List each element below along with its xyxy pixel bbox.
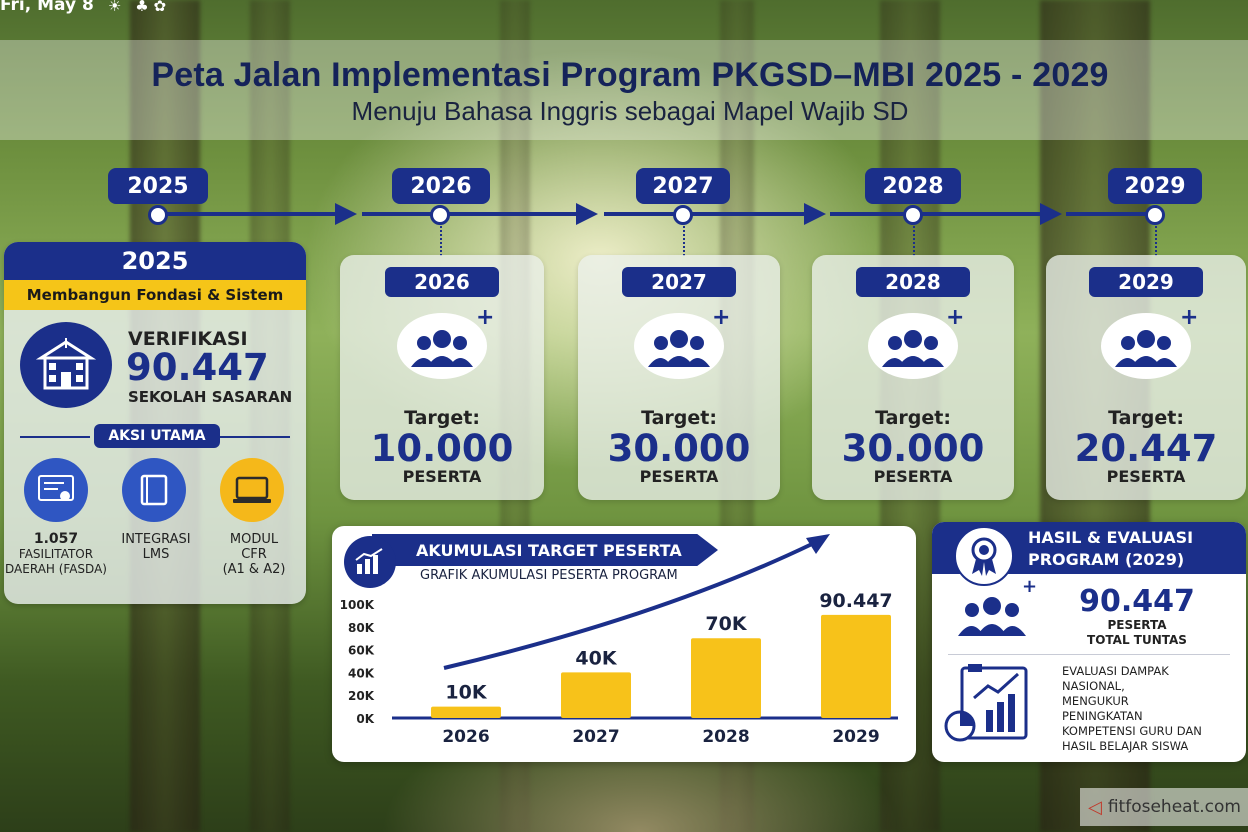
card-2026: 2026 + Target: 10.000 PESERTA	[340, 255, 544, 500]
timeline-label-2027: 2027	[636, 168, 730, 204]
card-year: 2026	[385, 267, 499, 297]
y-tick-label: 80K	[348, 621, 375, 635]
plus-icon: +	[946, 305, 965, 330]
target-value: 30.000	[607, 427, 751, 470]
timeline-label-2029: 2029	[1108, 168, 1202, 204]
certificate-icon	[24, 458, 88, 522]
page-title: Peta Jalan Implementasi Program PKGSD–MB…	[151, 56, 1109, 94]
x-tick-label: 2029	[832, 727, 879, 747]
target-unit: PESERTA	[639, 467, 719, 486]
x-tick-label: 2027	[572, 727, 619, 747]
laptop-icon	[220, 458, 284, 522]
sun-icon: ☀	[107, 0, 122, 15]
target-value: 10.000	[370, 427, 514, 470]
results-title-line2: PROGRAM (2029)	[1028, 550, 1185, 569]
y-tick-label: 20K	[348, 689, 375, 703]
card-year: 2028	[856, 267, 970, 297]
people-icon	[952, 588, 1032, 648]
y-tick-label: 100K	[340, 598, 375, 612]
bar-value-label: 70K	[705, 613, 747, 635]
verification-value: 90.447	[126, 346, 269, 389]
bar-value-label: 90.447	[819, 590, 892, 612]
status-icons: ♣ ✿	[135, 0, 167, 15]
page-subtitle: Menuju Bahasa Inggris sebagai Mapel Waji…	[351, 96, 909, 126]
target-unit: PESERTA	[1106, 467, 1186, 486]
timeline-label-2026: 2026	[392, 168, 490, 204]
card-year: 2029	[1089, 267, 1203, 297]
target-unit: PESERTA	[402, 467, 482, 486]
timeline-dot	[673, 205, 693, 225]
card-2025: 2025 Membangun Fondasi & Sistem VERIFIKA…	[4, 242, 306, 604]
action-fasilitator: 1.057 FASILITATOR DAERAH (FASDA)	[5, 531, 107, 577]
evaluation-text: EVALUASI DAMPAK NASIONAL, MENGUKUR PENIN…	[1062, 664, 1202, 753]
target-value: 20.447	[1074, 427, 1218, 470]
card-2025-theme: Membangun Fondasi & Sistem	[4, 280, 306, 310]
card-2028: 2028 + Target: 30.000 PESERTA	[812, 255, 1014, 500]
plus-icon: +	[712, 305, 731, 330]
watermark-arrow-icon: ◁	[1088, 796, 1102, 818]
timeline-dot	[148, 205, 168, 225]
card-2029: 2029 + Target: 20.447 PESERTA	[1046, 255, 1246, 500]
timeline-dot	[1145, 205, 1165, 225]
status-bar: Fri, May 8 ☀ ♣ ✿	[0, 0, 166, 20]
people-icon	[1101, 313, 1191, 379]
card-year: 2027	[622, 267, 736, 297]
timeline-label-2025: 2025	[108, 168, 208, 204]
trend-arrow-line	[443, 542, 813, 670]
chart-panel: AKUMULASI TARGET PESERTA GRAFIK AKUMULAS…	[332, 526, 916, 762]
verification-label: VERIFIKASI	[128, 328, 248, 350]
people-icon	[868, 313, 958, 379]
accumulation-chart: 100K 80K 60K 40K 20K 0K 10K 2026 40K 2027 70K 2028 9…	[340, 534, 898, 747]
results-title-line1: HASIL & EVALUASI	[1028, 528, 1194, 547]
bar-2026	[431, 706, 501, 718]
people-icon	[397, 313, 487, 379]
header-band	[0, 40, 1248, 140]
action-lms: INTEGRASI LMS	[121, 532, 191, 562]
timeline-dot	[430, 205, 450, 225]
chart-subheader: GRAFIK AKUMULASI PESERTA PROGRAM	[420, 568, 678, 583]
plus-icon: +	[1180, 305, 1199, 330]
results-unit-line1: PESERTA	[1107, 618, 1167, 632]
bar-2029	[821, 614, 891, 718]
verification-unit: SEKOLAH SASARAN	[128, 388, 293, 406]
school-icon	[20, 322, 112, 408]
award-icon	[954, 526, 1014, 586]
x-tick-label: 2028	[702, 727, 749, 747]
card-2027: 2027 + Target: 30.000 PESERTA	[578, 255, 780, 500]
y-tick-label: 0K	[356, 712, 374, 726]
people-icon	[634, 313, 724, 379]
evaluation-icon	[944, 664, 1036, 746]
bar-2028	[691, 638, 761, 718]
results-unit-line2: TOTAL TUNTAS	[1087, 633, 1187, 647]
timeline-label-2028: 2028	[865, 168, 961, 204]
actions-title: AKSI UTAMA	[94, 424, 220, 448]
growth-chart-icon	[344, 536, 396, 588]
results-value: 90.447	[1079, 584, 1195, 619]
y-tick-label: 40K	[348, 666, 375, 680]
x-tick-label: 2026	[442, 727, 489, 747]
watermark-text: fitfoseheat.com	[1107, 797, 1241, 817]
bar-value-label: 10K	[445, 682, 487, 704]
status-date: Fri, May 8	[0, 0, 94, 15]
plus-icon: +	[1022, 576, 1038, 597]
results-panel: HASIL & EVALUASI PROGRAM (2029) + 90.447…	[932, 522, 1246, 762]
trend-arrow-head	[806, 534, 830, 554]
book-icon	[122, 458, 186, 522]
bar-value-label: 40K	[575, 647, 617, 669]
target-value: 30.000	[841, 427, 985, 470]
y-tick-label: 60K	[348, 644, 375, 658]
target-label: Target:	[1108, 407, 1184, 429]
target-label: Target:	[641, 407, 717, 429]
timeline-dot	[903, 205, 923, 225]
target-label: Target:	[875, 407, 951, 429]
plus-icon: +	[476, 305, 495, 330]
bar-2027	[561, 672, 631, 718]
chart-header: AKUMULASI TARGET PESERTA	[372, 534, 718, 566]
target-label: Target:	[404, 407, 480, 429]
card-2025-year: 2025	[4, 242, 306, 280]
watermark: ◁ fitfoseheat.com	[1080, 788, 1248, 826]
action-modul: MODUL CFR (A1 & A2)	[222, 532, 286, 577]
target-unit: PESERTA	[873, 467, 953, 486]
